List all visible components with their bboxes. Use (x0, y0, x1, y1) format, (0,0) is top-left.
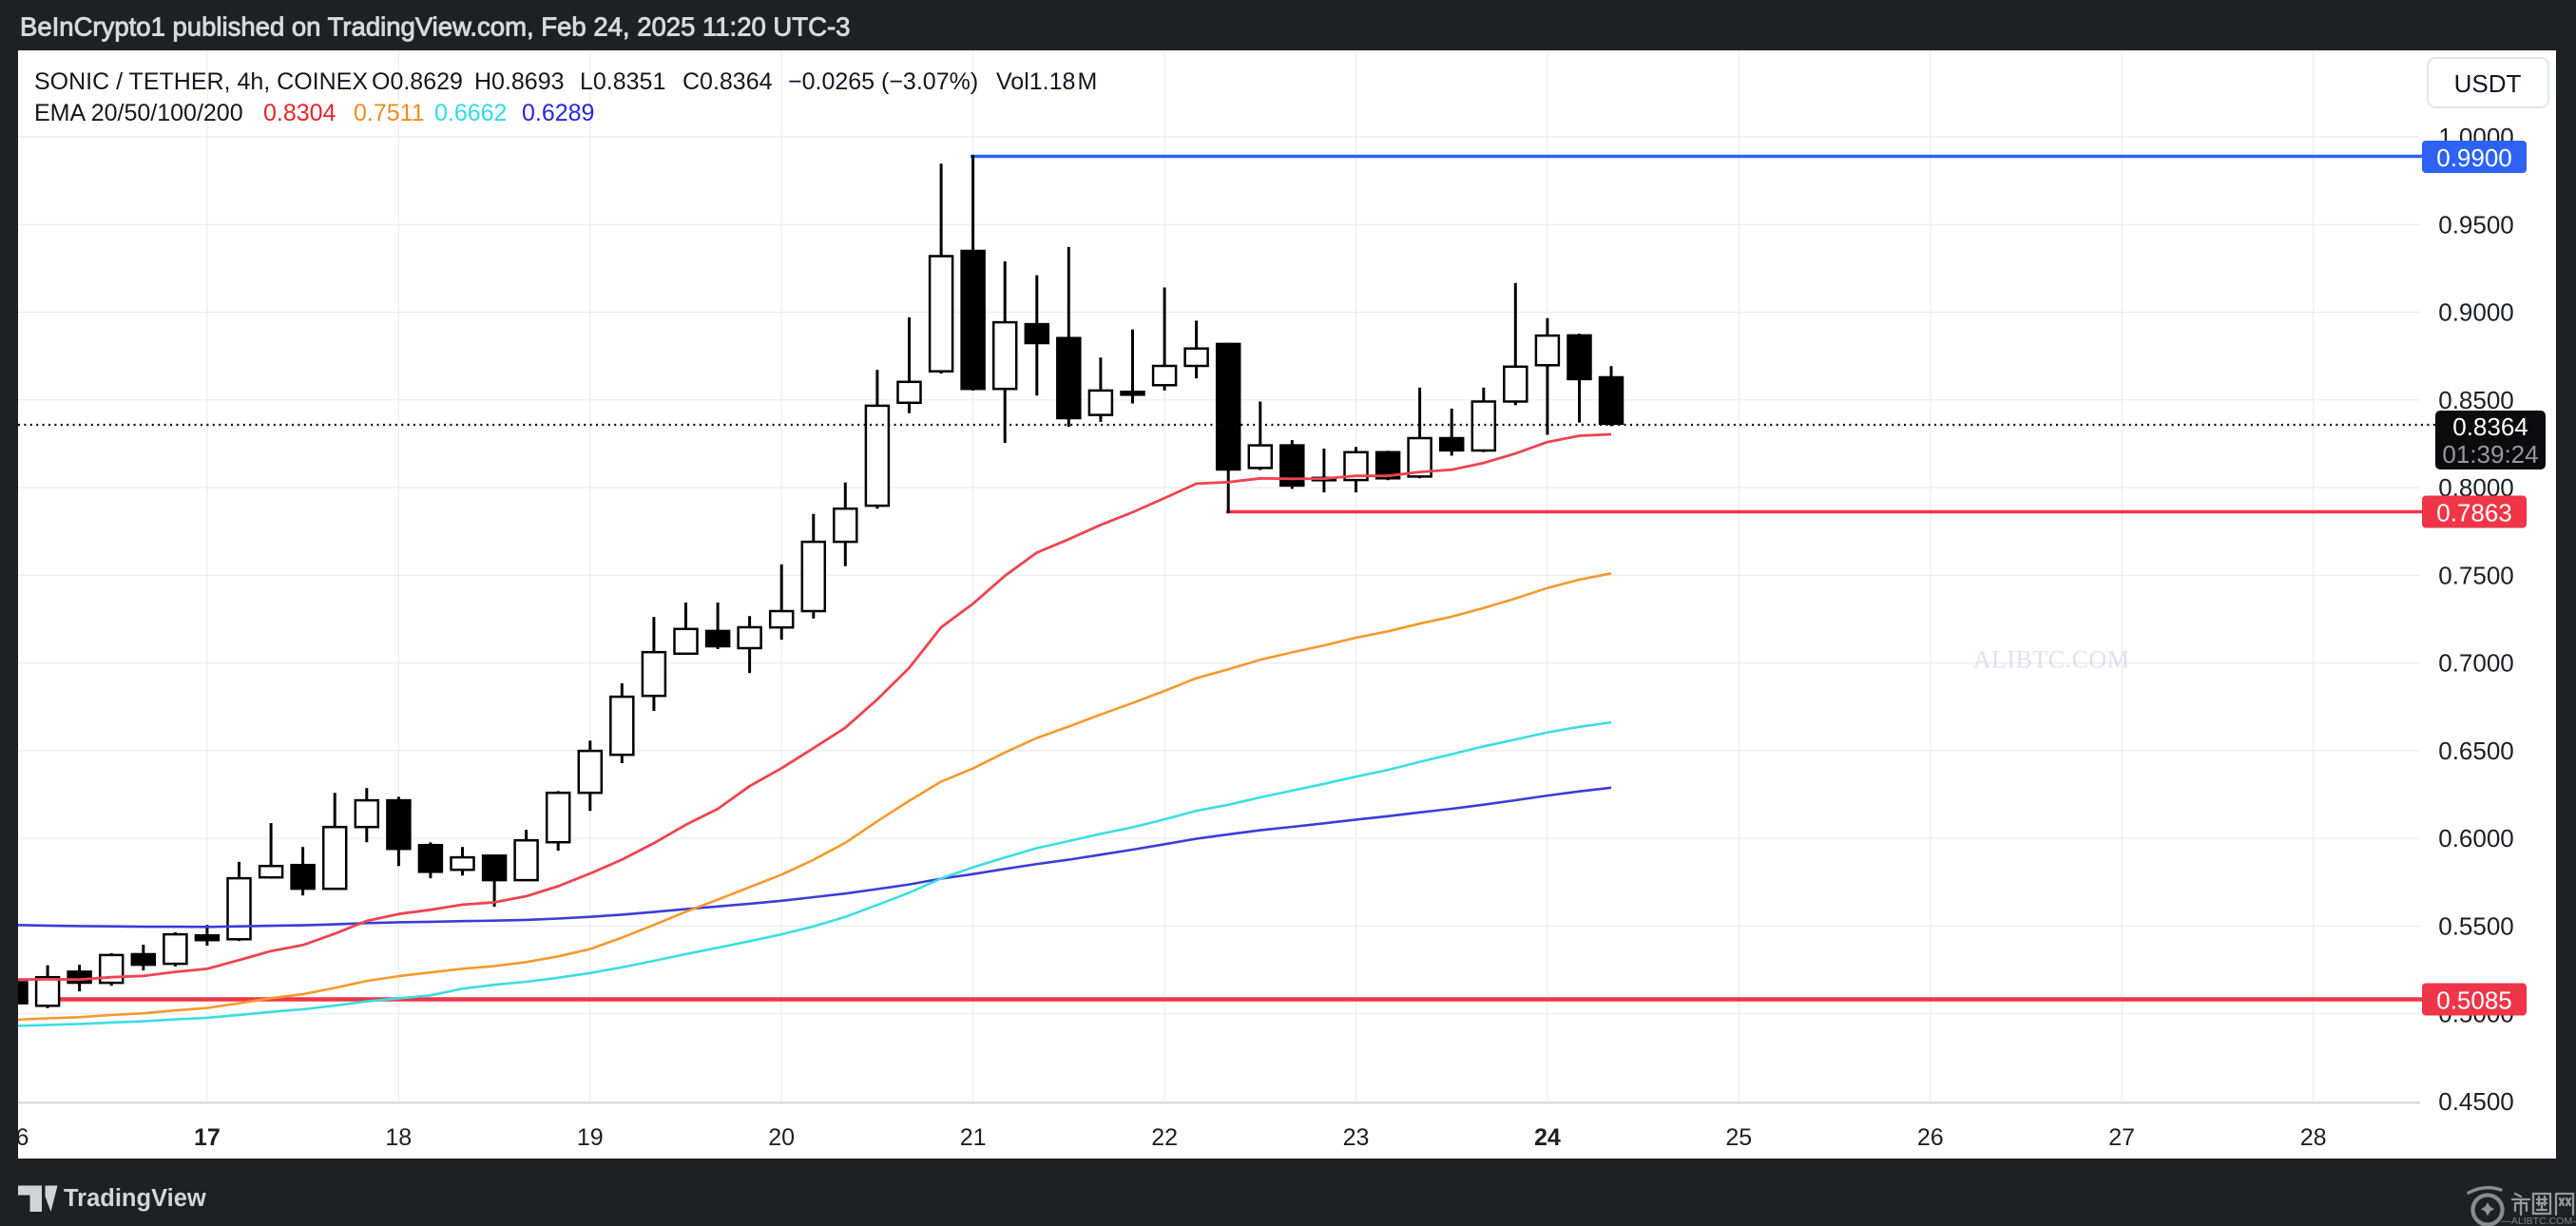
svg-text:01:39:24: 01:39:24 (2442, 440, 2538, 469)
svg-text:0.6000: 0.6000 (2438, 824, 2514, 852)
svg-text:USDT: USDT (2454, 69, 2522, 98)
svg-text:0.8500: 0.8500 (2438, 386, 2514, 414)
svg-text:0.9500: 0.9500 (2438, 210, 2514, 239)
svg-text:0.9900: 0.9900 (2436, 144, 2512, 172)
svg-text:BeInCrypto1 published on Tradi: BeInCrypto1 published on TradingView.com… (20, 12, 850, 42)
svg-text:0.6500: 0.6500 (2438, 737, 2514, 765)
svg-text:0.7000: 0.7000 (2438, 649, 2514, 678)
svg-text:22: 22 (1151, 1124, 1178, 1151)
svg-text:17: 17 (194, 1124, 221, 1151)
svg-text:20: 20 (768, 1124, 795, 1151)
svg-text:0.7863: 0.7863 (2436, 499, 2512, 527)
svg-text:ALIBTC.COM: ALIBTC.COM (1973, 646, 2130, 674)
svg-text:24: 24 (1534, 1124, 1561, 1151)
svg-text:23: 23 (1343, 1124, 1370, 1151)
svg-text:18: 18 (385, 1124, 412, 1151)
svg-text:28: 28 (2300, 1124, 2327, 1151)
svg-text:19: 19 (577, 1124, 604, 1151)
svg-text:27: 27 (2108, 1124, 2135, 1151)
svg-text:—ALIBTC.COM—: —ALIBTC.COM— (2501, 1216, 2576, 1226)
svg-text:26: 26 (1917, 1124, 1944, 1151)
svg-text:0.8364: 0.8364 (2452, 412, 2528, 441)
svg-text:0.5085: 0.5085 (2436, 987, 2512, 1015)
svg-text:0.4500: 0.4500 (2438, 1087, 2514, 1116)
svg-text:TradingView: TradingView (64, 1185, 206, 1212)
svg-text:0.5500: 0.5500 (2438, 912, 2514, 941)
svg-text:25: 25 (1725, 1124, 1752, 1151)
svg-text:21: 21 (960, 1124, 987, 1151)
svg-text:0.7500: 0.7500 (2438, 561, 2514, 589)
svg-text:0.9000: 0.9000 (2438, 298, 2514, 327)
